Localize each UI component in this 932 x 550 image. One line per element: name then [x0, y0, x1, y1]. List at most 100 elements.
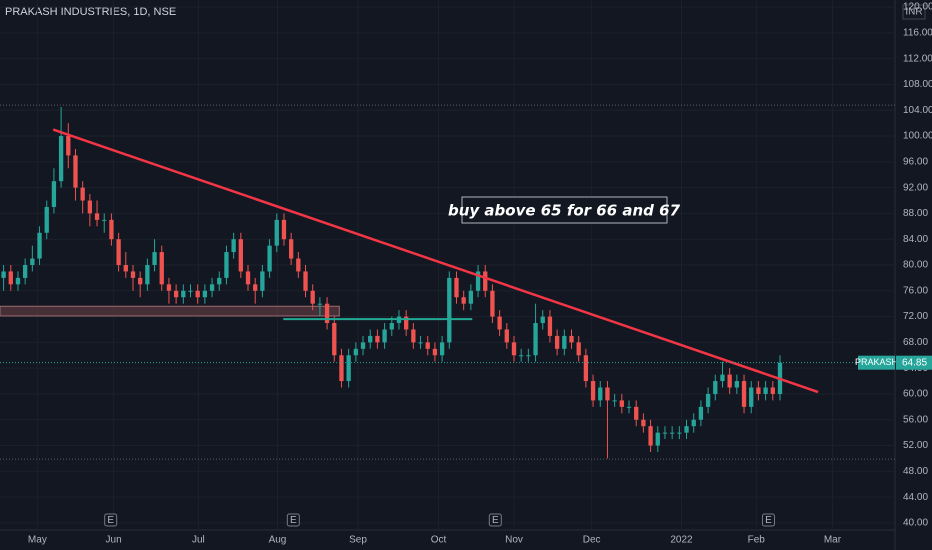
candle-body	[44, 206, 49, 233]
candle-body	[526, 355, 531, 357]
candle-body	[368, 335, 373, 343]
candle-body	[691, 419, 696, 427]
candle-body	[173, 290, 179, 298]
candle-body	[267, 245, 272, 272]
annotation-box	[461, 196, 668, 224]
candle-body	[684, 426, 689, 433]
candle-body	[468, 290, 474, 304]
candle-body	[475, 271, 481, 291]
x-tick-label: 2022	[670, 535, 693, 546]
y-tick-label: 80.00	[903, 260, 928, 271]
candle-body	[382, 329, 387, 343]
candle-body	[159, 252, 164, 285]
candle-body	[166, 284, 172, 291]
y-tick-label: 48.00	[903, 466, 928, 477]
candle-body	[188, 290, 193, 292]
y-tick-label: 56.00	[903, 414, 928, 425]
candle-body	[648, 426, 653, 446]
candle-body	[511, 342, 517, 356]
candle-body	[411, 329, 416, 343]
candle-body	[519, 355, 524, 357]
x-tick-label: Sep	[349, 535, 367, 546]
candle-body	[432, 348, 438, 356]
candle-body	[310, 290, 315, 304]
x-tick-label: Dec	[583, 535, 601, 546]
x-tick-label: Nov	[505, 535, 523, 546]
candle-body	[705, 393, 711, 407]
candle-body	[87, 200, 93, 214]
candle-body	[425, 342, 430, 349]
candle-body	[37, 232, 42, 259]
event-marker	[488, 513, 502, 527]
candle-body	[554, 335, 560, 349]
candle-body	[30, 258, 35, 265]
trendline	[52, 128, 819, 394]
chart-title: PRAKASH INDUSTRIES, 1D, NSE	[5, 6, 176, 18]
candle-body	[339, 355, 344, 382]
candle-body	[360, 342, 366, 349]
candle-body	[94, 213, 100, 220]
event-label: E	[107, 515, 114, 526]
candle-body	[375, 335, 380, 343]
candle-body	[217, 277, 222, 285]
candle-body	[66, 136, 71, 156]
candle-body	[109, 219, 114, 240]
candle-body	[231, 239, 236, 253]
candle-body	[547, 316, 553, 336]
candle-body	[238, 239, 243, 272]
candle-body	[138, 277, 143, 285]
candle-body	[698, 406, 704, 420]
event-marker	[761, 513, 775, 527]
candle-body	[130, 271, 136, 278]
y-tick-label: 76.00	[903, 285, 928, 296]
y-tick-label: 92.00	[903, 182, 928, 193]
candle-body	[713, 381, 718, 394]
candle-body	[454, 277, 459, 298]
candle-body	[23, 265, 28, 278]
currency: INR	[905, 7, 922, 18]
y-tick-label: 60.00	[903, 389, 928, 400]
candle-body	[605, 387, 610, 401]
candle-body	[353, 348, 358, 356]
candle-body	[209, 284, 215, 291]
candle-body	[727, 374, 732, 388]
candle-body	[504, 329, 509, 343]
candle-body	[245, 271, 251, 285]
candle-body	[662, 432, 668, 434]
candle-body	[296, 258, 301, 272]
currency-box	[902, 4, 926, 20]
candle-body	[569, 335, 574, 343]
candle-body	[497, 316, 502, 330]
candle-body	[540, 316, 545, 324]
candle-body	[533, 323, 538, 356]
y-tick-label: 40.00	[903, 518, 928, 529]
y-tick-label: 96.00	[903, 156, 928, 167]
candle-body	[145, 265, 150, 285]
candle-body	[741, 381, 747, 407]
candle-body	[720, 374, 725, 382]
candle-body	[583, 355, 589, 382]
event-marker	[286, 513, 300, 527]
zone	[0, 305, 340, 317]
y-tick-label: 108.00	[903, 79, 932, 90]
event-label: E	[492, 515, 499, 526]
candle-body	[634, 406, 639, 420]
price-tag-bg	[896, 355, 932, 370]
y-tick-label: 104.00	[903, 105, 932, 116]
candle-body	[461, 297, 466, 304]
candle-body	[202, 290, 208, 298]
y-tick-label: 72.00	[903, 311, 928, 322]
candle-body	[224, 252, 229, 278]
candle-body	[51, 181, 57, 207]
candle-body	[763, 387, 768, 394]
annotation: buy above 65 for 66 and 67	[448, 202, 681, 220]
y-tick-label: 84.00	[903, 234, 928, 245]
candle-body	[404, 316, 409, 330]
candle-body	[123, 265, 128, 272]
y-tick-label: 120.00	[903, 2, 932, 13]
y-tick-label: 100.00	[903, 131, 932, 142]
candle-body	[626, 406, 632, 408]
candle-body	[274, 219, 279, 246]
